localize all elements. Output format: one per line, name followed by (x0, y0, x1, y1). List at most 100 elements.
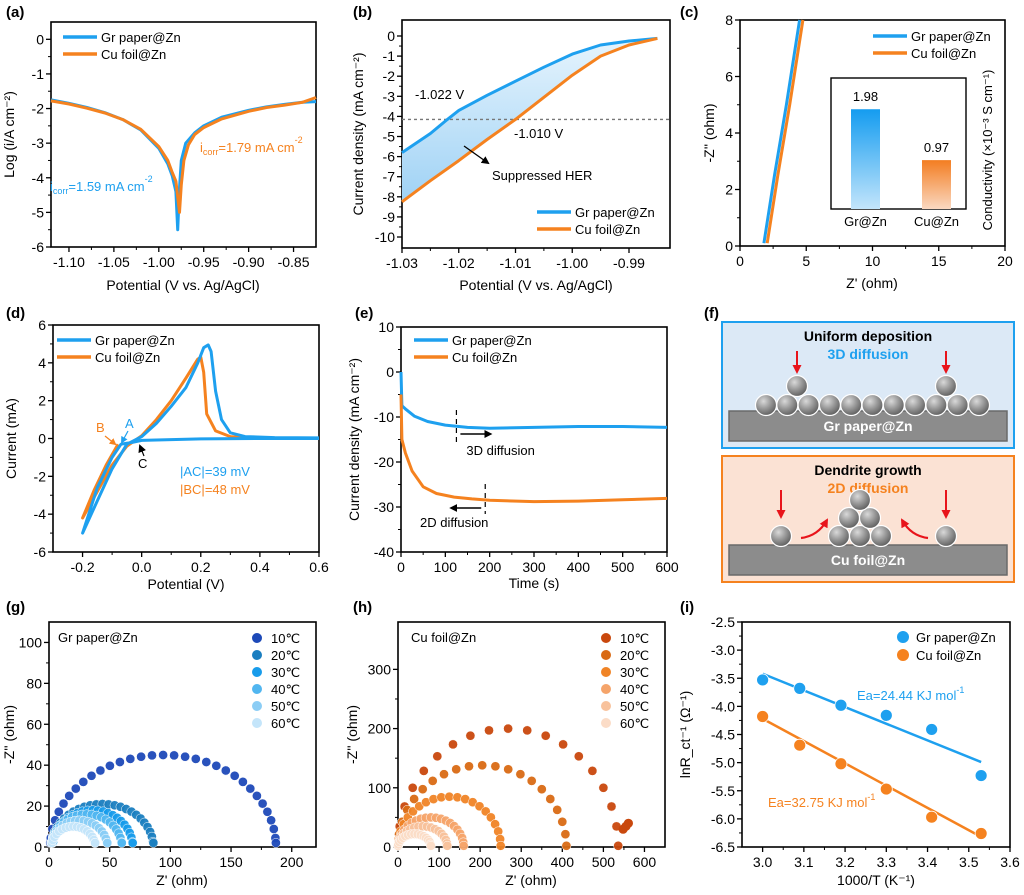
y-tick-label: -5.0 (711, 755, 735, 771)
data-point (95, 765, 106, 776)
y-tick-label: 20 (26, 798, 42, 814)
series-line-cu (765, 19, 805, 244)
panel-i: (i) 3.0 3.1 3.2 3.3 3.4 3.5 3.6 -2.5 -3.0 -3.5 -4.0… (677, 599, 1020, 888)
legend-marker (601, 633, 611, 643)
y-axis-label: Current density (mA cm⁻²) (350, 53, 366, 216)
label-text: Ea=24.44 KJ mol (857, 688, 956, 703)
data-point (503, 723, 513, 734)
arrow-icon (463, 145, 490, 165)
data-point (262, 806, 273, 817)
zn-atom (848, 488, 872, 512)
schematic-subtitle: 2D diffusion (828, 480, 909, 496)
legend-label: 40℃ (620, 682, 649, 697)
zn-atom (818, 393, 842, 417)
data-point (558, 739, 568, 750)
data-point (417, 784, 428, 795)
x-tick-label: 200 (478, 559, 502, 575)
y-tick-label: 0 (387, 28, 395, 44)
y-tick-label: -4.5 (711, 727, 735, 743)
arrow-c-icon (138, 444, 146, 457)
panel-e: (e)0 100 200 300 400 500 600100-10-20-30-40Tim… (346, 305, 679, 591)
legend-label: 60℃ (271, 716, 300, 731)
x-tick-label: 0.6 (309, 559, 329, 575)
y-tick-label: -7 (383, 169, 396, 185)
y-tick-label: 10 (378, 319, 394, 335)
x-tick-label: 0 (397, 559, 405, 575)
y-tick-label: 0 (383, 839, 391, 855)
panel-label: (a) (6, 4, 24, 21)
data-point (147, 750, 157, 761)
data-point (439, 769, 449, 780)
x-tick-label: 300 (510, 854, 534, 870)
data-point (540, 730, 551, 741)
x-tick-label: -1.00 (143, 254, 175, 270)
y-tick-label: -4 (383, 108, 396, 124)
substrate (728, 544, 1008, 576)
x-tick-label: -0.99 (613, 255, 645, 271)
data-point (148, 838, 159, 848)
x-tick-label: -1.05 (98, 254, 130, 270)
legend-label: Cu foil@Zn (575, 222, 640, 237)
x-tick-label: 0 (736, 253, 744, 269)
legend-marker (252, 650, 262, 660)
y-tick-label: 0 (34, 839, 42, 855)
y-tick-label: 300 (368, 661, 392, 677)
data-point (271, 838, 281, 848)
data-point (465, 730, 476, 741)
annotation-text_main: i (50, 179, 53, 194)
y-tick-label: 0 (36, 31, 44, 47)
data-point (201, 757, 212, 767)
data-point (879, 782, 893, 796)
legend-label: Gr paper@Zn (101, 30, 181, 45)
data-point (793, 738, 807, 752)
y-tick-label: -6 (32, 239, 45, 255)
migration-arrow-icon (800, 518, 828, 540)
annotation-c: C (138, 456, 147, 471)
data-point (587, 766, 598, 776)
data-point (536, 784, 547, 795)
y-tick-label: -2 (383, 68, 396, 84)
y-tick-label: -4 (32, 170, 45, 186)
inset-value-label: 1.98 (853, 89, 878, 104)
data-point (158, 750, 168, 760)
inset-y-axis-label: Conductivity (×10⁻³ S cm⁻¹) (980, 70, 995, 231)
inset-bar-cu (922, 160, 951, 209)
y-tick-label: 200 (368, 721, 392, 737)
data-point (257, 798, 268, 809)
data-point (925, 723, 939, 736)
x-tick-label: -1.00 (556, 255, 588, 271)
schematic-title: Uniform deposition (804, 328, 932, 344)
legend-marker (252, 667, 262, 677)
label-sup: -1 (867, 792, 875, 802)
y-tick-label: 6 (725, 69, 733, 85)
zn-atom (861, 393, 884, 417)
schematic-title: Dendrite growth (814, 462, 921, 478)
x-tick-label: 15 (931, 253, 947, 269)
legend-label: Cu foil@Zn (101, 47, 166, 62)
data-point (78, 777, 89, 787)
data-point (458, 840, 469, 851)
legend-marker (601, 667, 611, 677)
panel-d: (d) -0.2 0.0 0.2 0.4 0.6 6 4 2 0 -2 -4 -6 Potential (… (3, 305, 329, 592)
data-point (477, 760, 488, 771)
data-point (229, 770, 240, 781)
y-tick-label: 8 (725, 12, 733, 28)
x-tick-label: -1.03 (386, 255, 418, 271)
zn-atom (869, 524, 893, 548)
y-axis-label: Current (mA) (3, 398, 19, 479)
annotation-a: A (125, 416, 134, 431)
zn-atom (840, 393, 863, 417)
y-tick-label: -10 (375, 229, 395, 245)
y-tick-label: 0 (38, 431, 46, 447)
legend-label: Cu foil@Zn (95, 350, 160, 365)
x-tick-label: 3.4 (918, 854, 938, 870)
data-point (448, 739, 458, 750)
data-point (268, 824, 279, 834)
data-point (180, 751, 190, 762)
panel-a: (a) -1.10 -1.05 -1.00 -0.95 -0.90 -0.85 0 -1 -2 -3… (1, 4, 317, 293)
series-10℃ (45, 750, 281, 848)
x-tick-label: 0 (394, 854, 402, 870)
y-tick-label: -6 (383, 149, 396, 165)
x-tick-label: 0 (45, 854, 53, 870)
icorr-gr-annotation: icorr=1.59 mA cm-2 (50, 174, 153, 196)
